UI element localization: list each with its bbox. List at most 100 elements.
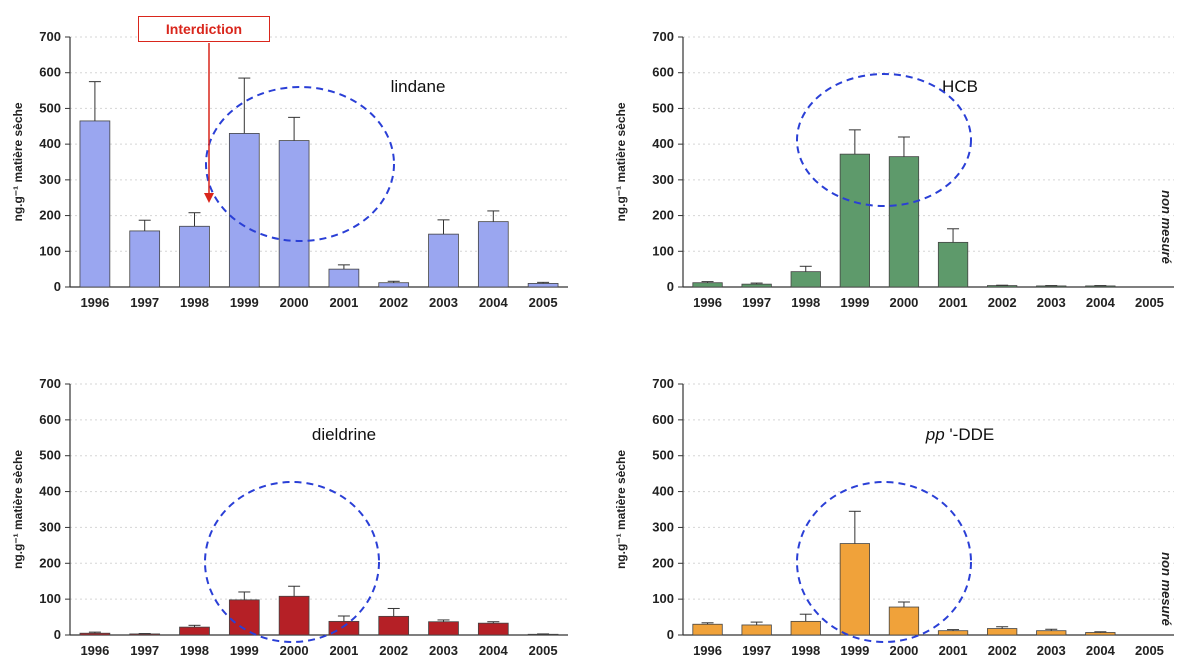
chart-title: HCB: [942, 77, 978, 96]
highlight-ellipse: [796, 73, 972, 207]
y-tick-label: 700: [39, 376, 61, 391]
y-tick-label: 0: [667, 627, 674, 642]
bar-2003: [428, 233, 459, 288]
bar-1998: [179, 225, 210, 288]
y-tick-label: 300: [652, 519, 674, 534]
x-tick-label: 2005: [529, 643, 558, 658]
x-tick-label: 2001: [939, 643, 968, 658]
x-tick-label: 1999: [230, 643, 259, 658]
x-tick-label: 2003: [1037, 643, 1066, 658]
y-tick-label: 100: [39, 243, 61, 258]
y-tick-label: 400: [39, 136, 61, 151]
x-tick-label: 2002: [988, 295, 1017, 310]
y-tick-label: 0: [667, 279, 674, 294]
x-tick-label: 1999: [840, 643, 869, 658]
y-tick-label: 100: [39, 591, 61, 606]
x-tick-label: 2003: [429, 295, 458, 310]
x-tick-label: 1998: [791, 295, 820, 310]
bar-2000: [888, 156, 920, 288]
highlight-ellipse: [205, 86, 395, 242]
chart-title: lindane: [391, 77, 446, 96]
y-axis-label: ng.g⁻¹ matière sèche: [11, 450, 25, 569]
bar-1997: [129, 633, 161, 636]
y-tick-label: 600: [39, 412, 61, 427]
x-tick-label: 1996: [693, 643, 722, 658]
y-tick-label: 500: [39, 448, 61, 463]
x-tick-label: 2004: [1086, 295, 1116, 310]
x-tick-label: 1998: [180, 643, 209, 658]
y-tick-label: 300: [39, 519, 61, 534]
x-tick-label: 2004: [1086, 643, 1116, 658]
y-tick-label: 200: [39, 555, 61, 570]
not-measured-note: non mesuré: [1159, 552, 1174, 626]
bar-2004: [1085, 632, 1116, 636]
chart-panel-3: 0 100 200 300 400 500 600 700 1996 1997 1998 1999 20…: [11, 376, 568, 658]
x-tick-label: 1998: [180, 295, 209, 310]
x-tick-label: 1998: [791, 643, 820, 658]
bar-1999: [228, 133, 260, 288]
x-tick-label: 1997: [742, 643, 771, 658]
bar-2003: [428, 621, 459, 636]
x-tick-label: 2005: [529, 295, 558, 310]
x-tick-label: 2004: [479, 295, 509, 310]
x-tick-label: 2001: [939, 295, 968, 310]
bar-2001: [937, 630, 969, 636]
x-tick-label: 2002: [379, 643, 408, 658]
x-tick-label: 2000: [280, 643, 309, 658]
bar-1999: [839, 543, 870, 636]
bar-1997: [129, 230, 161, 288]
x-tick-label: 1996: [80, 295, 109, 310]
interdiction-label: Interdiction: [138, 16, 270, 42]
y-tick-label: 700: [39, 29, 61, 44]
highlight-ellipse: [204, 481, 380, 643]
y-tick-label: 0: [54, 279, 61, 294]
x-tick-label: 2004: [479, 643, 509, 658]
x-tick-label: 1997: [742, 295, 771, 310]
chart-panel-2: 0 100 200 300 400 500 600 700 1996 1997 1998 1999 20…: [614, 29, 1174, 310]
x-tick-label: 2002: [988, 643, 1017, 658]
x-tick-label: 2001: [329, 643, 358, 658]
bar-1998: [790, 620, 821, 636]
y-tick-label: 600: [39, 65, 61, 80]
bar-1997: [741, 624, 772, 636]
bar-2002: [378, 615, 410, 636]
bar-1998: [179, 626, 210, 636]
bar-1999: [839, 153, 870, 288]
x-tick-label: 1997: [130, 643, 159, 658]
y-tick-label: 200: [652, 555, 674, 570]
x-tick-label: 1999: [840, 295, 869, 310]
bar-2004: [1085, 285, 1116, 288]
bar-2003: [1036, 630, 1067, 636]
chart-title: dieldrine: [312, 425, 376, 444]
bar-1996: [79, 120, 111, 288]
bar-1996: [79, 632, 111, 636]
bar-2003: [1036, 285, 1067, 288]
x-tick-label: 2000: [889, 643, 918, 658]
chart-panel-1: 0 100 200 300 400 500 600 700 1996 1997 1998 1999 20…: [11, 29, 568, 310]
bar-2005: [527, 283, 559, 288]
y-axis-label: ng.g⁻¹ matière sèche: [614, 450, 628, 569]
bar-2002: [987, 628, 1018, 636]
y-tick-label: 100: [652, 591, 674, 606]
bar-1997: [741, 283, 772, 288]
y-tick-label: 500: [39, 100, 61, 115]
highlight-ellipse: [796, 481, 972, 643]
x-tick-label: 2003: [1037, 295, 1066, 310]
x-tick-label: 2005: [1135, 295, 1164, 310]
chart-panel-4: 0 100 200 300 400 500 600 700 1996 1997 1998 1999 20…: [614, 376, 1174, 658]
y-tick-label: 300: [652, 172, 674, 187]
x-tick-label: 2003: [429, 643, 458, 658]
bar-1996: [692, 623, 723, 636]
bar-1996: [692, 282, 723, 288]
y-tick-label: 700: [652, 376, 674, 391]
y-tick-label: 200: [39, 208, 61, 223]
x-tick-label: 1997: [130, 295, 159, 310]
bar-2004: [477, 622, 509, 636]
bar-2004: [477, 221, 509, 288]
y-tick-label: 400: [652, 136, 674, 151]
bar-2001: [328, 268, 360, 288]
bar-2000: [888, 606, 920, 636]
bar-2001: [937, 241, 969, 288]
chart-title: pp '-DDE: [925, 425, 994, 444]
